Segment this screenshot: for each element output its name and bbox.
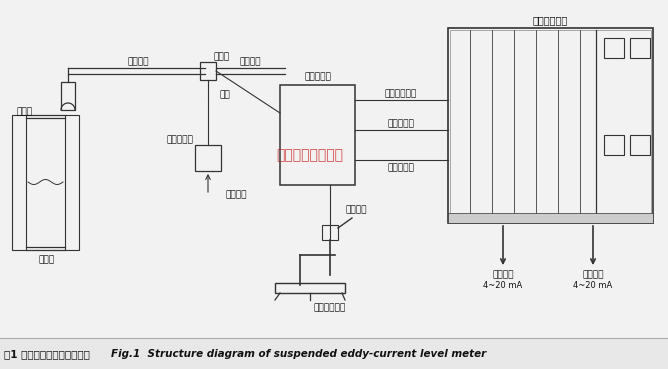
Text: 气管: 气管	[220, 90, 230, 100]
Bar	[0, 338, 668, 369]
Text: 支架悬管: 支架悬管	[127, 58, 149, 66]
Bar	[12, 115, 26, 250]
Text: 冷却气体: 冷却气体	[225, 190, 246, 200]
Text: 自动标定装置: 自动标定装置	[314, 303, 346, 313]
Text: 结晶器: 结晶器	[39, 255, 55, 265]
Bar	[322, 225, 338, 240]
Text: 固定架: 固定架	[214, 52, 230, 62]
Text: Fig.1  Structure diagram of suspended eddy-current level meter: Fig.1 Structure diagram of suspended edd…	[111, 349, 486, 359]
Bar	[604, 135, 624, 155]
Text: 集成电缆: 集成电缆	[239, 58, 261, 66]
Text: 传感器: 传感器	[17, 107, 33, 117]
Text: 江苏华云流量计居: 江苏华云流量计居	[277, 148, 343, 162]
Text: 温度信号: 温度信号	[582, 270, 604, 279]
Bar	[630, 135, 650, 155]
Bar	[280, 85, 355, 185]
Bar	[200, 62, 216, 80]
Text: 液位信号: 液位信号	[492, 270, 514, 279]
Text: 传感器信号缆: 传感器信号缆	[385, 90, 417, 99]
Text: 标定电缆: 标定电缆	[345, 206, 367, 214]
Text: 4~20 mA: 4~20 mA	[484, 280, 522, 290]
Text: 标定信号缆: 标定信号缆	[387, 163, 414, 172]
Text: 4~20 mA: 4~20 mA	[573, 280, 613, 290]
Bar	[195, 145, 221, 171]
Bar	[604, 38, 624, 58]
Text: 节流过滤器: 节流过滤器	[166, 135, 193, 145]
Bar	[450, 30, 651, 221]
Bar	[275, 283, 345, 293]
Bar	[448, 213, 653, 223]
Text: 控制信号缆: 控制信号缆	[387, 120, 414, 128]
Bar	[65, 115, 79, 250]
Text: 前置放大器: 前置放大器	[304, 72, 331, 82]
Text: 图1 悬挂式涡流液位计结构图: 图1 悬挂式涡流液位计结构图	[4, 349, 90, 359]
Text: 涡流液位付表: 涡流液位付表	[533, 15, 568, 25]
Bar	[61, 82, 75, 110]
Bar	[448, 28, 653, 223]
Bar	[630, 38, 650, 58]
